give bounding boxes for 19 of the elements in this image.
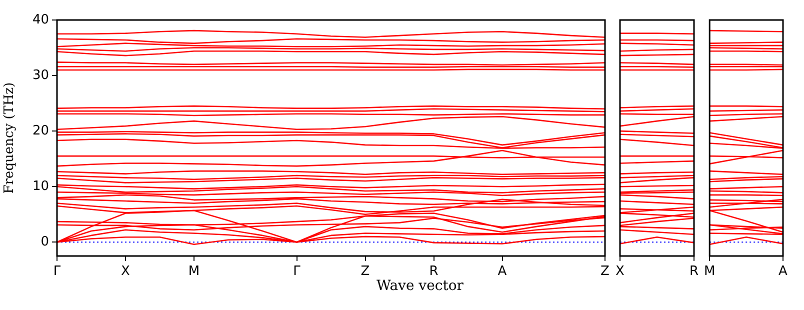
y-tick-label: 0 [40,234,49,250]
y-tick-label: 30 [32,68,49,83]
x-tick-label: M [188,264,200,280]
y-tick-label: 10 [32,178,49,194]
x-tick-label: Γ [53,264,62,280]
x-tick-label: Z [360,264,370,280]
x-tick-label: Γ [293,264,302,280]
y-tick-label: 20 [32,123,49,138]
x-axis-title: Wave vector [376,278,464,294]
x-tick-label: A [498,264,507,280]
x-tick-label: R [429,264,438,280]
y-tick-label: 40 [32,12,49,28]
x-tick-label: M [704,264,716,280]
x-tick-label: X [616,264,625,280]
x-tick-label: R [689,264,699,280]
x-tick-label: Z [600,264,610,280]
y-axis-title: Frequency (THz) [2,82,18,194]
x-tick-label: A [778,264,788,280]
x-tick-label: X [121,264,130,280]
